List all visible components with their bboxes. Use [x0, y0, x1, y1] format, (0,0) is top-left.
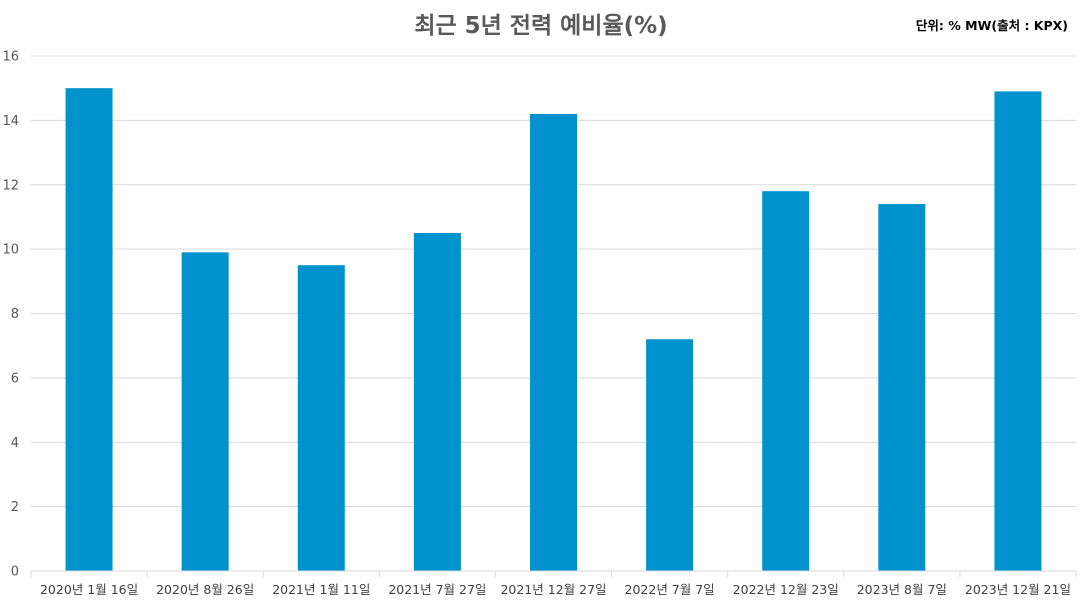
y-tick-label: 0 [11, 565, 19, 580]
chart-title: 최근 5년 전력 예비율(%) [414, 13, 668, 39]
x-tick-label: 2023년 12월 21일 [965, 582, 1071, 597]
x-tick-label: 2022년 12월 23일 [733, 582, 839, 597]
x-axis-ticks: 2020년 1월 16일 2020년 8월 26일 2021년 1월 11일 2021… [30, 570, 1077, 597]
y-tick-label: 8 [11, 307, 19, 322]
unit-note: 단위: % MW(출처 : KPX) [915, 18, 1068, 33]
x-tick-label: 2023년 8월 7일 [857, 582, 947, 597]
bar [762, 191, 810, 571]
bars [65, 88, 1042, 571]
bar [65, 88, 113, 571]
y-tick-label: 16 [2, 50, 19, 65]
x-tick-label: 2020년 1월 16일 [40, 582, 138, 597]
bar [413, 233, 461, 571]
bar [878, 204, 926, 571]
bar [646, 339, 694, 571]
y-tick-label: 6 [11, 371, 19, 386]
x-tick-label: 2021년 1월 11일 [272, 582, 370, 597]
bar [181, 252, 229, 571]
y-tick-label: 2 [11, 500, 19, 515]
y-tick-label: 12 [2, 178, 19, 193]
y-tick-label: 10 [2, 243, 19, 258]
y-tick-label: 14 [2, 114, 19, 129]
bar [994, 91, 1042, 571]
y-tick-label: 4 [11, 436, 19, 451]
x-tick-label: 2020년 8월 26일 [156, 582, 254, 597]
bar [530, 113, 577, 571]
x-tick-label: 2021년 7월 27일 [388, 582, 486, 597]
x-tick-label: 2022년 7월 7일 [625, 582, 715, 597]
x-tick-label: 2021년 12월 27일 [500, 582, 606, 597]
bar [297, 265, 345, 571]
y-axis-ticks: 0 2 4 6 8 10 12 14 16 [2, 50, 19, 580]
